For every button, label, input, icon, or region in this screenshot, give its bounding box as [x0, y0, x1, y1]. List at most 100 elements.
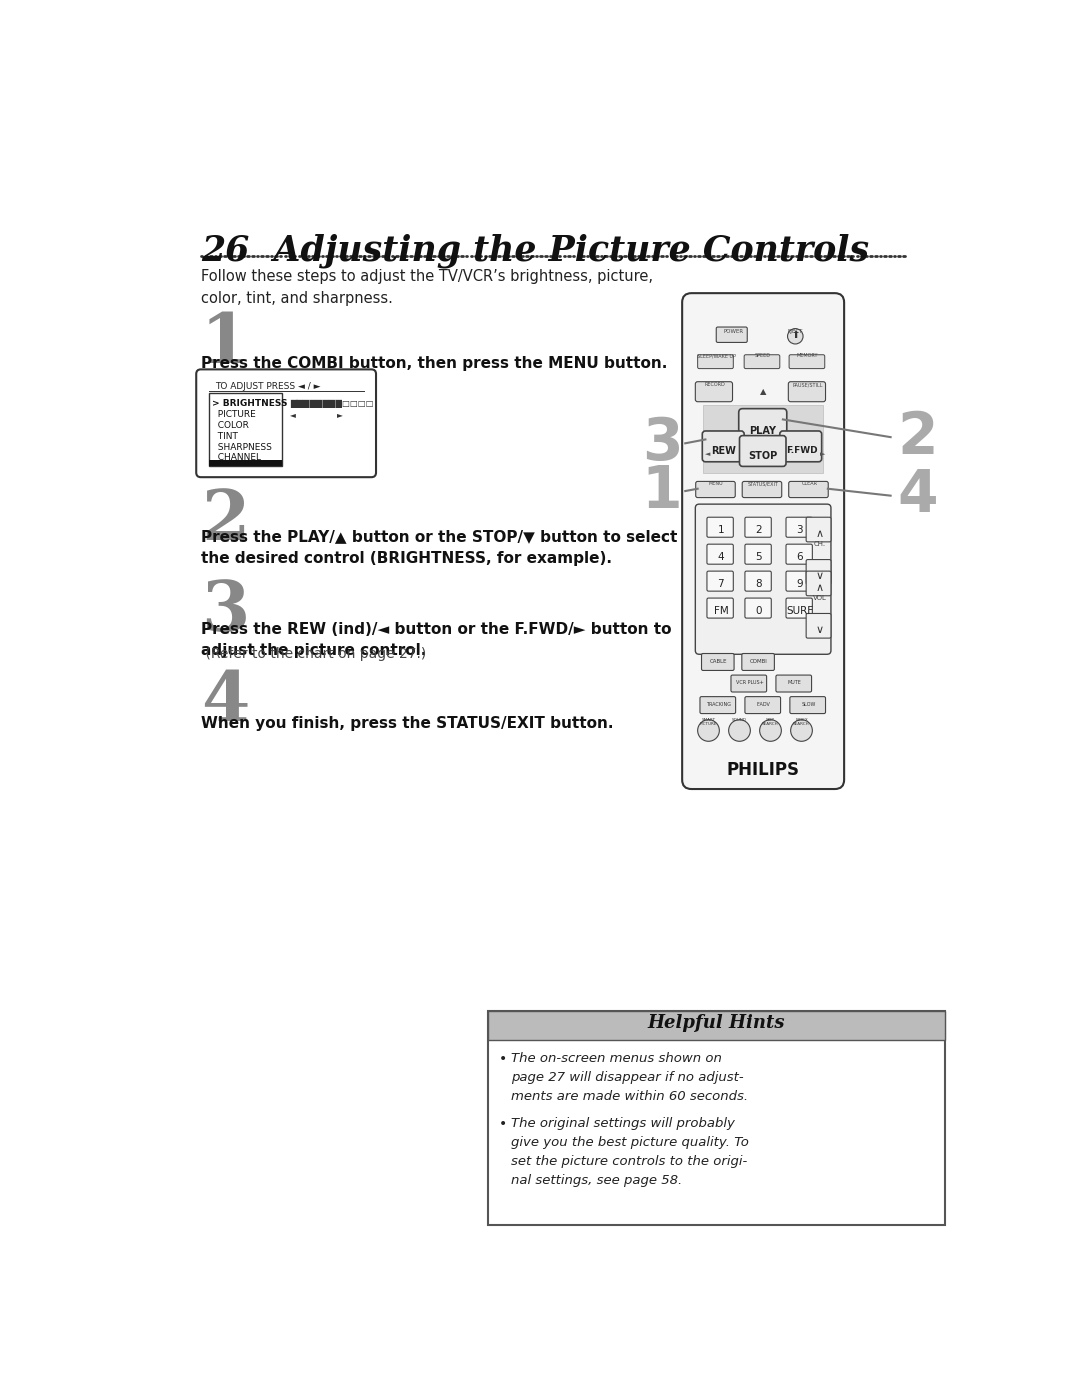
FancyBboxPatch shape: [745, 697, 781, 714]
Text: SHARPNESS: SHARPNESS: [212, 443, 271, 451]
Text: Press the REW (ind)/◄ button or the F.FWD/► button to
adjust the picture control: Press the REW (ind)/◄ button or the F.FW…: [201, 622, 672, 658]
Text: •: •: [499, 1052, 508, 1066]
Text: 2: 2: [756, 525, 762, 535]
FancyBboxPatch shape: [696, 381, 732, 402]
Text: PLAY: PLAY: [750, 426, 777, 436]
Text: 3: 3: [797, 525, 804, 535]
Text: SPEED: SPEED: [755, 353, 771, 358]
FancyBboxPatch shape: [789, 697, 825, 714]
Circle shape: [791, 719, 812, 742]
Text: 2: 2: [897, 409, 939, 465]
Text: Helpful Hints: Helpful Hints: [648, 1014, 785, 1032]
Text: ████████□□□□: ████████□□□□: [291, 400, 374, 408]
FancyBboxPatch shape: [742, 654, 774, 671]
Text: TRACKING: TRACKING: [706, 703, 731, 707]
Text: PAUSE/STILL: PAUSE/STILL: [793, 383, 823, 387]
Text: MEMORY: MEMORY: [797, 353, 819, 358]
Text: CLEAR: CLEAR: [801, 481, 818, 486]
Text: SOUND: SOUND: [732, 718, 747, 722]
FancyBboxPatch shape: [806, 517, 831, 542]
Circle shape: [729, 719, 751, 742]
FancyBboxPatch shape: [744, 355, 780, 369]
FancyBboxPatch shape: [731, 675, 767, 692]
FancyBboxPatch shape: [786, 517, 812, 538]
FancyBboxPatch shape: [197, 369, 376, 478]
Text: SLEEP/WAKE UP: SLEEP/WAKE UP: [697, 353, 735, 358]
Text: 3: 3: [201, 578, 249, 645]
Text: 8: 8: [756, 578, 762, 588]
Text: Press the PLAY/▲ button or the STOP/▼ button to select
the desired control (BRIG: Press the PLAY/▲ button or the STOP/▼ bu…: [201, 529, 677, 566]
FancyBboxPatch shape: [788, 381, 825, 402]
FancyBboxPatch shape: [696, 504, 831, 654]
Text: COMBI: COMBI: [750, 659, 768, 664]
Text: 4: 4: [717, 552, 725, 562]
Text: SURF: SURF: [786, 606, 813, 616]
Text: 1: 1: [201, 310, 249, 377]
FancyBboxPatch shape: [806, 571, 831, 595]
FancyBboxPatch shape: [786, 598, 812, 617]
Text: 3: 3: [642, 415, 683, 472]
FancyBboxPatch shape: [707, 571, 733, 591]
Text: STATUS/EXIT: STATUS/EXIT: [747, 481, 779, 486]
Text: COLOR: COLOR: [212, 420, 248, 430]
Text: RECORD: RECORD: [704, 383, 725, 387]
Bar: [488, 1011, 945, 1039]
Text: INDEX: INDEX: [795, 718, 808, 722]
Text: CH.: CH.: [814, 541, 826, 548]
Text: SEARCH: SEARCH: [793, 722, 810, 726]
Text: 0: 0: [756, 606, 762, 616]
Text: POWER: POWER: [724, 328, 743, 334]
Text: The on-screen menus shown on
page 27 will disappear if no adjust-
ments are made: The on-screen menus shown on page 27 wil…: [511, 1052, 748, 1102]
Text: ⬆: ⬆: [792, 330, 799, 339]
Text: 1: 1: [642, 462, 683, 520]
Circle shape: [787, 328, 804, 344]
FancyBboxPatch shape: [775, 675, 811, 692]
Text: PICTURE: PICTURE: [700, 722, 717, 726]
Text: When you finish, press the STATUS/EXIT button.: When you finish, press the STATUS/EXIT b…: [201, 715, 613, 731]
FancyBboxPatch shape: [745, 598, 771, 617]
Text: SLOW: SLOW: [801, 703, 815, 707]
Text: ∧: ∧: [816, 583, 824, 592]
Text: CHANNEL: CHANNEL: [212, 453, 260, 462]
Bar: [488, 1011, 945, 1225]
Text: Press the COMBI button, then press the MENU button.: Press the COMBI button, then press the M…: [201, 356, 667, 372]
FancyBboxPatch shape: [806, 560, 831, 584]
Text: 6: 6: [797, 552, 804, 562]
FancyBboxPatch shape: [740, 436, 786, 467]
Bar: [208, 460, 282, 467]
Text: F.FWD: F.FWD: [785, 447, 818, 455]
Text: ◄: ◄: [291, 411, 296, 419]
Text: CABLE: CABLE: [710, 659, 727, 664]
FancyBboxPatch shape: [707, 598, 733, 617]
Text: SEARCH: SEARCH: [762, 722, 779, 726]
Text: PHILIPS: PHILIPS: [726, 760, 799, 778]
FancyBboxPatch shape: [683, 293, 845, 789]
Text: ▲: ▲: [759, 387, 766, 397]
Text: ∧: ∧: [816, 529, 824, 539]
FancyBboxPatch shape: [806, 613, 831, 638]
Text: ∨: ∨: [816, 571, 824, 581]
Text: Follow these steps to adjust the TV/VCR’s brightness, picture,
color, tint, and : Follow these steps to adjust the TV/VCR’…: [201, 270, 653, 306]
Text: 4: 4: [201, 668, 249, 735]
FancyBboxPatch shape: [702, 432, 744, 462]
Text: 9: 9: [797, 578, 804, 588]
FancyBboxPatch shape: [745, 517, 771, 538]
FancyBboxPatch shape: [786, 545, 812, 564]
FancyBboxPatch shape: [716, 327, 747, 342]
Text: SMART: SMART: [701, 718, 716, 722]
FancyBboxPatch shape: [700, 697, 735, 714]
Text: ►: ►: [820, 451, 825, 457]
FancyBboxPatch shape: [739, 409, 786, 443]
Text: TINT: TINT: [212, 432, 238, 440]
Text: 7: 7: [717, 578, 725, 588]
Text: TO ADJUST PRESS ◄ / ►: TO ADJUST PRESS ◄ / ►: [215, 381, 321, 391]
FancyBboxPatch shape: [780, 432, 822, 462]
Text: VCR PLUS+: VCR PLUS+: [735, 680, 764, 686]
Text: VOL: VOL: [813, 595, 827, 601]
Text: MUTE: MUTE: [787, 680, 801, 686]
Text: ◄: ◄: [705, 451, 711, 457]
Circle shape: [698, 719, 719, 742]
FancyBboxPatch shape: [702, 654, 734, 671]
Circle shape: [759, 719, 781, 742]
FancyBboxPatch shape: [745, 571, 771, 591]
